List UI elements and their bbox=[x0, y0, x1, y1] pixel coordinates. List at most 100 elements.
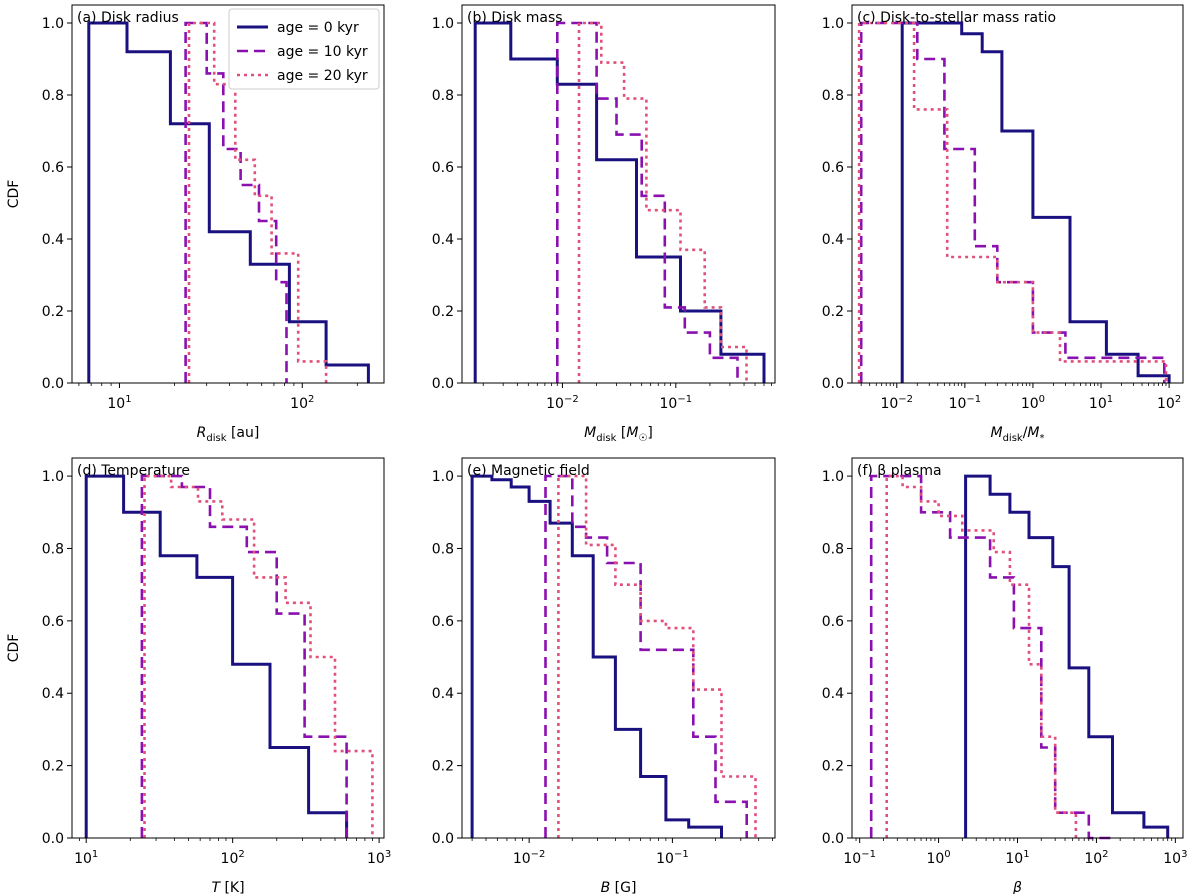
panel-title: (f) β plasma bbox=[857, 463, 942, 479]
y-tick-label: 0.6 bbox=[822, 160, 844, 176]
plot-frame bbox=[851, 457, 1184, 839]
x-tick-label: 103 bbox=[1163, 849, 1187, 867]
panel-1: 0.0 0.2 0.4 0.6 0.8 1.0 101 102 (a) Disk radius C… bbox=[6, 4, 385, 444]
plot-frame bbox=[71, 457, 385, 839]
plot-frame bbox=[71, 4, 385, 384]
y-tick-label: 0.6 bbox=[822, 614, 844, 630]
y-tick-label: 1.0 bbox=[42, 16, 64, 32]
x-tick-label: 100 bbox=[1021, 394, 1045, 412]
plot-frame bbox=[461, 4, 776, 384]
y-tick-label: 1.0 bbox=[432, 469, 454, 485]
series-line-age-0-kyr bbox=[87, 21, 370, 383]
series-line-age-10-kyr bbox=[859, 21, 1166, 383]
y-tick-label: 0.4 bbox=[822, 232, 844, 248]
x-axis-label: B [G] bbox=[601, 880, 637, 894]
y-tick-label: 0.0 bbox=[432, 831, 454, 847]
panel-title: (e) Magnetic field bbox=[467, 463, 590, 479]
x-tick-label: 10−1 bbox=[660, 394, 693, 412]
series-line-age-0-kyr bbox=[964, 474, 1170, 838]
series-line-age-20-kyr bbox=[557, 474, 757, 838]
series-line-age-20-kyr bbox=[885, 474, 1078, 838]
y-tick-label: 0.2 bbox=[432, 759, 454, 775]
x-tick-label: 100 bbox=[926, 849, 950, 867]
panel-title: (a) Disk radius bbox=[77, 10, 179, 26]
x-tick-label: 101 bbox=[1089, 394, 1113, 412]
y-tick-label: 0.8 bbox=[432, 88, 454, 104]
x-axis-label: Mdisk [M☉] bbox=[584, 425, 653, 444]
x-tick-label: 10−2 bbox=[513, 849, 546, 867]
legend-box bbox=[228, 8, 380, 90]
x-tick-label: 10−1 bbox=[656, 849, 689, 867]
x-tick-label: 102 bbox=[1157, 394, 1181, 412]
y-tick-label: 0.2 bbox=[432, 304, 454, 320]
y-axis-label: CDF bbox=[6, 180, 22, 209]
y-tick-label: 1.0 bbox=[42, 469, 64, 485]
x-tick-label: 10−2 bbox=[546, 394, 579, 412]
y-tick-label: 0.0 bbox=[42, 376, 64, 392]
x-tick-label: 102 bbox=[221, 849, 245, 867]
series-line-age-0-kyr bbox=[84, 474, 349, 838]
x-axis-label: Mdisk/M* bbox=[990, 425, 1044, 444]
legend: age = 0 kyr age = 10 kyr age = 20 kyr bbox=[228, 8, 380, 90]
x-tick-label: 10−2 bbox=[880, 394, 913, 412]
y-tick-label: 0.8 bbox=[432, 541, 454, 557]
y-tick-label: 0.8 bbox=[42, 88, 64, 104]
y-tick-label: 0.4 bbox=[42, 686, 64, 702]
legend-label: age = 10 kyr bbox=[277, 44, 368, 60]
y-tick-label: 0.4 bbox=[432, 686, 454, 702]
series-line-age-20-kyr bbox=[577, 21, 748, 383]
panel-3: 0.0 0.2 0.4 0.6 0.8 1.0 10−2 10−1 100 101 102 (c) D… bbox=[822, 4, 1184, 444]
series-line-age-10-kyr bbox=[140, 474, 348, 838]
y-tick-label: 0.2 bbox=[822, 759, 844, 775]
panel-4: 0.0 0.2 0.4 0.6 0.8 1.0 101 102 103 (d) Temperatu… bbox=[6, 457, 391, 894]
x-tick-label: 101 bbox=[74, 849, 98, 867]
y-tick-label: 0.2 bbox=[822, 304, 844, 320]
x-tick-label: 102 bbox=[1084, 849, 1108, 867]
panel-title: (b) Disk mass bbox=[467, 10, 563, 26]
y-tick-label: 0.0 bbox=[432, 376, 454, 392]
y-tick-label: 0.4 bbox=[822, 686, 844, 702]
series-line-age-0-kyr bbox=[900, 21, 1171, 383]
series-line-age-10-kyr bbox=[184, 21, 288, 383]
y-tick-label: 1.0 bbox=[822, 16, 844, 32]
y-tick-label: 0.2 bbox=[42, 759, 64, 775]
panel-6: 0.0 0.2 0.4 0.6 0.8 1.0 10−1 100 101 102 103 (f) β … bbox=[822, 457, 1187, 894]
x-tick-label: 102 bbox=[290, 394, 314, 412]
series-line-age-10-kyr bbox=[556, 21, 739, 383]
y-tick-label: 0.6 bbox=[42, 614, 64, 630]
series-line-age-20-kyr bbox=[857, 21, 1168, 383]
x-tick-label: 103 bbox=[367, 849, 391, 867]
y-tick-label: 0.6 bbox=[432, 614, 454, 630]
x-tick-label: 10−1 bbox=[843, 849, 876, 867]
legend-label: age = 0 kyr bbox=[277, 20, 359, 36]
y-tick-label: 0.8 bbox=[822, 88, 844, 104]
y-tick-label: 0.0 bbox=[822, 376, 844, 392]
y-tick-label: 0.0 bbox=[822, 831, 844, 847]
y-tick-label: 1.0 bbox=[822, 469, 844, 485]
panel-title: (d) Temperature bbox=[77, 463, 190, 479]
x-axis-label: β bbox=[1012, 880, 1022, 894]
y-tick-label: 0.4 bbox=[42, 232, 64, 248]
series-line-age-0-kyr bbox=[473, 21, 766, 383]
x-axis-label: Rdisk [au] bbox=[197, 425, 260, 444]
y-tick-label: 0.6 bbox=[42, 160, 64, 176]
y-tick-label: 0.8 bbox=[42, 541, 64, 557]
panel-title: (c) Disk-to-stellar mass ratio bbox=[857, 10, 1056, 26]
x-tick-label: 101 bbox=[107, 394, 131, 412]
series-line-age-0-kyr bbox=[470, 474, 723, 838]
panel-5: 0.0 0.2 0.4 0.6 0.8 1.0 10−2 10−1 (e) Magnetic f… bbox=[432, 457, 776, 894]
series-line-age-20-kyr bbox=[143, 474, 374, 838]
plot-frame bbox=[461, 457, 776, 839]
y-tick-label: 0.0 bbox=[42, 831, 64, 847]
y-axis-label: CDF bbox=[6, 634, 22, 663]
series-line-age-10-kyr bbox=[544, 474, 748, 838]
x-tick-label: 10−1 bbox=[949, 394, 982, 412]
y-tick-label: 0.8 bbox=[822, 541, 844, 557]
x-axis-label: T [K] bbox=[211, 880, 244, 894]
legend-label: age = 20 kyr bbox=[277, 68, 368, 84]
panel-2: 0.0 0.2 0.4 0.6 0.8 1.0 10−2 10−1 (b) Disk mass M… bbox=[432, 4, 776, 444]
y-tick-label: 1.0 bbox=[432, 16, 454, 32]
y-tick-label: 0.4 bbox=[432, 232, 454, 248]
y-tick-label: 0.6 bbox=[432, 160, 454, 176]
